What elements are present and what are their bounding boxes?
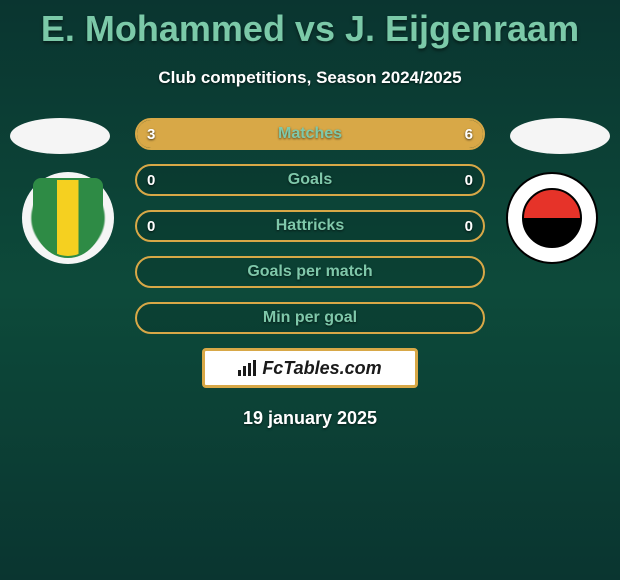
- page-title: E. Mohammed vs J. Eijgenraam: [0, 0, 620, 50]
- stat-label: Goals: [288, 171, 332, 189]
- stat-row-goals: 0 Goals 0: [135, 164, 485, 196]
- player-avatar-left: [10, 118, 110, 154]
- club-logo-right: [506, 172, 598, 264]
- stat-value-right: 0: [465, 172, 473, 189]
- watermark-text: FcTables.com: [238, 358, 381, 379]
- stat-label: Goals per match: [247, 263, 372, 281]
- stat-label: Matches: [278, 125, 342, 143]
- player-avatar-right: [510, 118, 610, 154]
- stat-value-left: 0: [147, 172, 155, 189]
- stat-label: Min per goal: [263, 309, 357, 327]
- watermark: FcTables.com: [202, 348, 418, 388]
- stat-row-min-per-goal: Min per goal: [135, 302, 485, 334]
- stat-value-right: 0: [465, 218, 473, 235]
- watermark-label: FcTables.com: [262, 358, 381, 379]
- stat-row-matches: 3 Matches 6: [135, 118, 485, 150]
- date-line: 19 january 2025: [0, 408, 620, 429]
- stat-value-left: 3: [147, 126, 155, 143]
- stat-row-hattricks: 0 Hattricks 0: [135, 210, 485, 242]
- subtitle: Club competitions, Season 2024/2025: [0, 68, 620, 88]
- club-logo-left: [22, 172, 114, 264]
- bar-chart-icon: [238, 360, 258, 376]
- stats-area: 3 Matches 6 0 Goals 0 0 Hattricks 0 Goal…: [0, 118, 620, 429]
- stat-rows: 3 Matches 6 0 Goals 0 0 Hattricks 0 Goal…: [135, 118, 485, 334]
- excelsior-circle-icon: [522, 188, 582, 248]
- stat-value-right: 6: [465, 126, 473, 143]
- stat-label: Hattricks: [276, 217, 344, 235]
- stat-value-left: 0: [147, 218, 155, 235]
- stat-row-goals-per-match: Goals per match: [135, 256, 485, 288]
- ado-shield-icon: [33, 178, 103, 258]
